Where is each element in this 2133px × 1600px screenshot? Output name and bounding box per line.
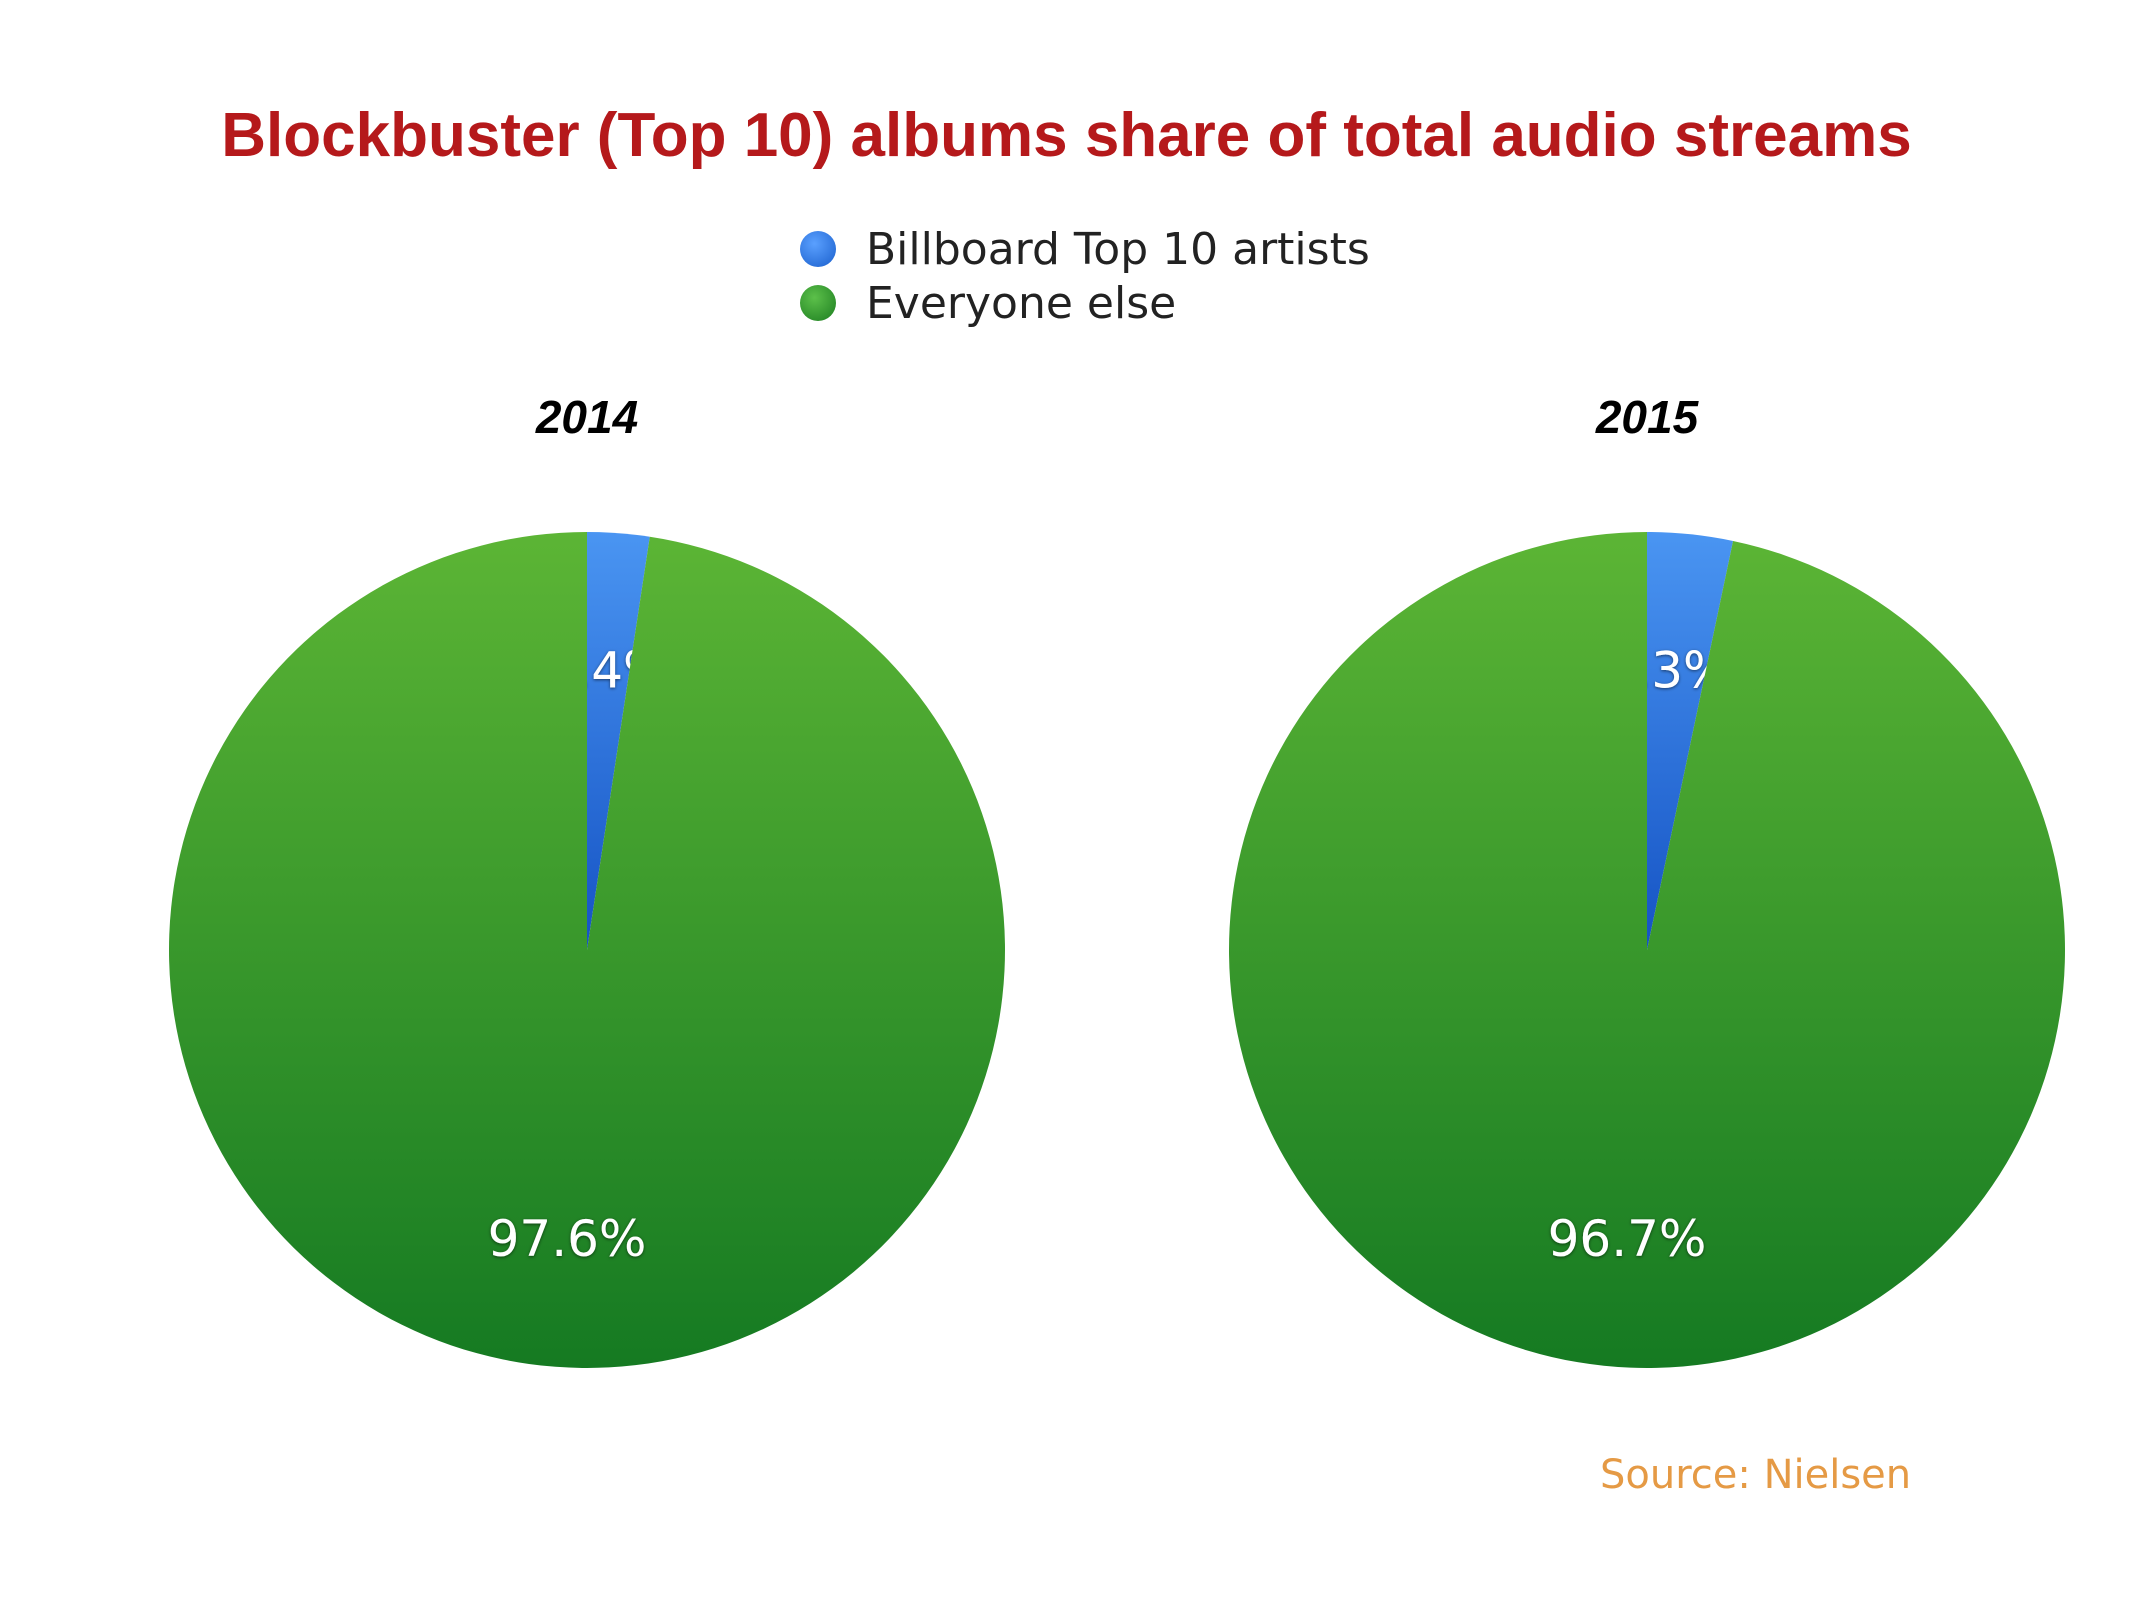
chart-legend: Billboard Top 10 artists Everyone else bbox=[800, 222, 1370, 330]
legend-item-everyone-else: Everyone else bbox=[800, 276, 1370, 330]
pie-title-2014: 2014 bbox=[535, 391, 639, 443]
pie-title-2015: 2015 bbox=[1595, 391, 1699, 443]
source-note: Source: Nielsen bbox=[1600, 1452, 1912, 1498]
legend-label: Billboard Top 10 artists bbox=[866, 223, 1370, 275]
chart-title: Blockbuster (Top 10) albums share of tot… bbox=[221, 101, 1912, 170]
pie-slice-2014-billboard-top-10 bbox=[587, 532, 650, 950]
legend-swatch-blue bbox=[800, 231, 836, 267]
legend-item-billboard-top-10: Billboard Top 10 artists bbox=[800, 222, 1370, 276]
legend-label: Everyone else bbox=[866, 277, 1177, 329]
legend-swatch-green bbox=[800, 285, 836, 321]
pie-slice-2014-everyone-else bbox=[169, 532, 1005, 1368]
pie-slice-2015-billboard-top-10 bbox=[1647, 532, 1734, 950]
slice-data-label: 97.6% bbox=[488, 1210, 647, 1268]
pie-slice-2015-everyone-else bbox=[1228, 532, 2065, 1368]
slice-data-label: 96.7% bbox=[1548, 1210, 1707, 1268]
